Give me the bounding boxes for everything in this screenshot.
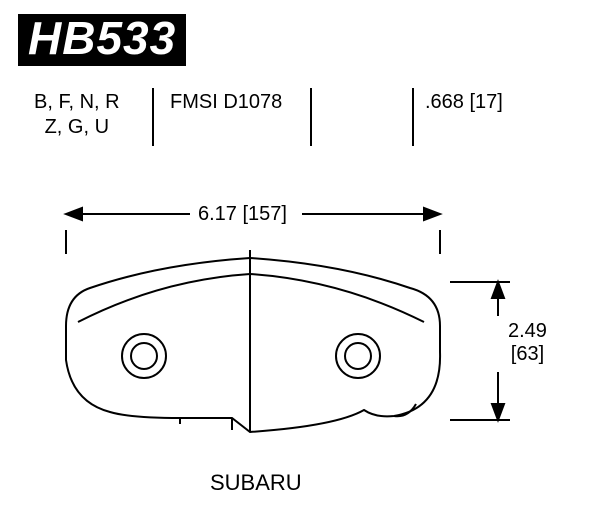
width-dimension-arrows (66, 208, 440, 254)
brake-pad-outline (66, 250, 440, 432)
height-dimension-arrows (450, 282, 510, 420)
spec-sheet: HB533 B, F, N, R Z, G, U FMSI D1078 .668… (0, 0, 600, 518)
pad-drawing (0, 0, 600, 518)
